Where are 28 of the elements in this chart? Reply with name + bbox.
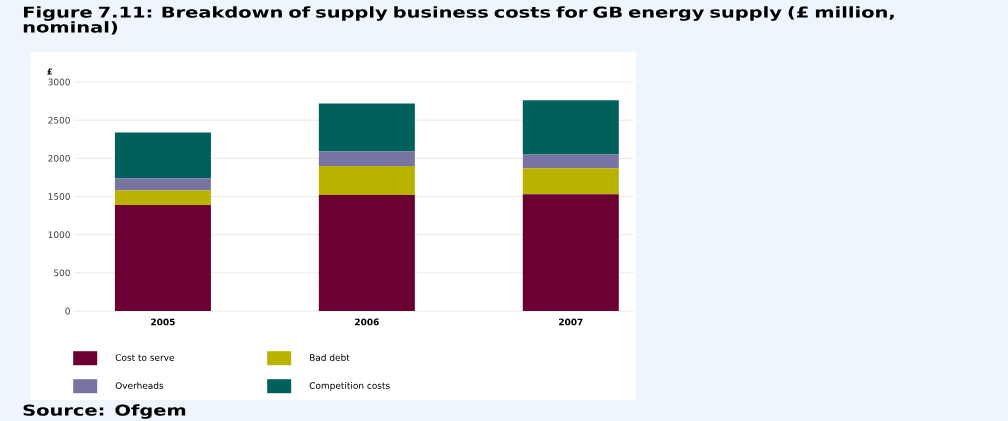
x-tick-label: 2005: [151, 318, 175, 326]
y-tick-label: 1500: [48, 193, 70, 200]
bar: [318, 165, 415, 195]
bar: [522, 154, 619, 169]
source-note: Source: Ofgem: [23, 404, 186, 419]
bar: [114, 204, 211, 312]
y-tick-label: 0: [65, 307, 70, 315]
y-tick-label: 1000: [48, 231, 70, 239]
x-tick-label: 2007: [559, 318, 583, 326]
bar: [114, 190, 211, 205]
bar: [522, 100, 619, 155]
bar: [318, 103, 415, 152]
y-tick-label: 3000: [48, 78, 70, 86]
legend-label: Competition costs: [309, 382, 390, 391]
chart-title: Figure 7.11: Breakdown of supply business costs for GB energy supply (£ million, nominal): [23, 6, 894, 35]
bar: [522, 168, 619, 195]
bar: [522, 194, 619, 312]
legend-label: Overheads: [115, 382, 164, 389]
y-tick-label: 500: [54, 269, 70, 277]
bar: [318, 194, 415, 312]
bar: [114, 178, 211, 191]
y-tick-label: 2000: [48, 154, 70, 162]
legend-label: Cost to serve: [115, 354, 175, 361]
y-tick-label: 2500: [48, 116, 70, 124]
legend-label: Bad debt: [310, 354, 350, 361]
bar: [318, 151, 415, 166]
x-tick-label: 2006: [355, 318, 379, 326]
bar: [114, 132, 211, 179]
